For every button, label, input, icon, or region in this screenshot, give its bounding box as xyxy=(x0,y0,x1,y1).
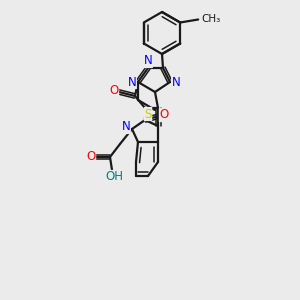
Text: OH: OH xyxy=(105,170,123,184)
Text: CH₃: CH₃ xyxy=(201,14,220,25)
Text: O: O xyxy=(159,109,169,122)
Text: O: O xyxy=(86,151,96,164)
Text: N: N xyxy=(128,76,136,88)
Text: N: N xyxy=(122,121,130,134)
Text: S: S xyxy=(144,107,152,121)
Text: N: N xyxy=(144,55,152,68)
Text: O: O xyxy=(110,83,118,97)
Text: N: N xyxy=(172,76,180,88)
